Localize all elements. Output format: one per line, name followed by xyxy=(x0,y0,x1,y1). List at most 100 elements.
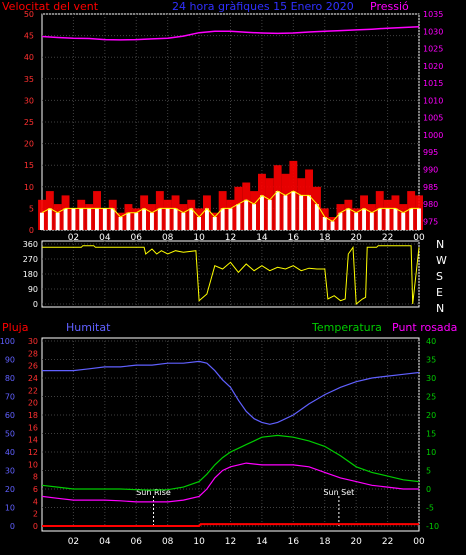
climate-panel: 02 04 06 08 10 12 14 16 18 20 22 000102030405060708… xyxy=(0,337,439,547)
wind-avg-bar xyxy=(157,208,162,230)
wind-avg-bar xyxy=(134,212,139,230)
wind-avg-bar xyxy=(71,208,76,230)
pressure-y-tick-label: 975 xyxy=(423,217,438,226)
rain-y-tick-label: 14 xyxy=(28,436,38,445)
wind-avg-bar xyxy=(291,191,296,230)
wind-y-tick-label: 45 xyxy=(24,32,34,41)
wind-avg-bar xyxy=(244,199,249,230)
sun-event-label: Sun Set xyxy=(323,488,354,497)
wind-avg-bar xyxy=(275,191,280,230)
wind-y-tick-label: 25 xyxy=(24,118,34,127)
climate-x-tick-label: 22 xyxy=(382,537,393,547)
direction-y-tick-label: 360 xyxy=(23,240,38,249)
rain-y-tick-label: 26 xyxy=(28,362,38,371)
pressure-y-tick-label: 990 xyxy=(423,166,438,175)
humidity-y-tick-label: 30 xyxy=(5,467,15,476)
direction-compass-letter: W xyxy=(436,254,447,267)
wind-avg-bar xyxy=(369,212,374,230)
humidity-y-tick-label: 80 xyxy=(5,374,15,383)
rain-y-tick-label: 6 xyxy=(33,485,38,494)
chart-title: 24 hora gràfiques 15 Enero 2020 xyxy=(172,0,354,13)
wind-avg-line xyxy=(41,190,419,223)
wind-avg-bar xyxy=(95,208,99,230)
humidity-y-tick-label: 50 xyxy=(5,430,15,439)
rain-y-tick-label: 20 xyxy=(28,399,38,408)
rain-y-tick-label: 2 xyxy=(33,510,38,519)
rain-y-tick-label: 24 xyxy=(28,374,38,383)
direction-line xyxy=(42,245,420,306)
wind-avg-bar xyxy=(267,199,272,230)
wind-y-tick-label: 50 xyxy=(24,10,34,19)
wind-avg-bar xyxy=(189,208,194,230)
direction-y-tick-label: 180 xyxy=(23,270,38,279)
wind-avg-bar xyxy=(362,208,366,230)
wind-avg-bar xyxy=(314,204,319,230)
rain-y-tick-label: 18 xyxy=(28,411,38,420)
rain-y-tick-label: 28 xyxy=(28,349,38,358)
wind-avg-bar xyxy=(377,208,382,230)
wind-avg-bar xyxy=(393,208,398,230)
wind-y-tick-label: 20 xyxy=(24,140,34,149)
wind-avg-bar xyxy=(346,208,351,230)
dewpoint-axis-label: Punt rosada xyxy=(392,321,457,334)
temperature-y-tick-label: 10 xyxy=(426,448,436,457)
wind-avg-bar xyxy=(197,217,201,230)
wind-avg-bar xyxy=(220,208,225,230)
wind-avg-bar xyxy=(181,212,186,230)
rain-y-tick-label: 10 xyxy=(28,460,38,469)
temperature-axis-label: Temperatura xyxy=(311,321,382,334)
rain-y-tick-label: 8 xyxy=(33,473,38,482)
wind-avg-bar xyxy=(307,195,311,230)
temperature-y-tick-label: 35 xyxy=(426,356,436,365)
pressure-y-tick-label: 1000 xyxy=(423,131,443,140)
direction-y-tick-label: 0 xyxy=(33,300,38,309)
wind-y-tick-label: 10 xyxy=(24,183,34,192)
rain-y-tick-label: 16 xyxy=(28,423,38,432)
wind-x-tick-label: 06 xyxy=(131,233,143,243)
wind-x-tick-label: 22 xyxy=(382,233,393,243)
rain-line xyxy=(42,523,419,527)
pressure-axis-label: Pressió xyxy=(370,0,409,13)
rain-y-tick-label: 0 xyxy=(33,522,38,531)
climate-x-tick-label: 00 xyxy=(413,537,425,547)
wind-y-tick-label: 15 xyxy=(24,161,34,170)
wind-axis-label: Velocitat del vent xyxy=(2,0,99,13)
wind-x-tick-label: 00 xyxy=(413,233,425,243)
humidity-axis-label: Humitat xyxy=(66,321,111,334)
wind-avg-bar xyxy=(126,212,131,230)
wind-avg-bar xyxy=(47,208,52,230)
wind-y-tick-label: 40 xyxy=(24,53,34,62)
wind-y-tick-label: 35 xyxy=(24,75,34,84)
wind-avg-bar xyxy=(330,221,335,230)
wind-x-tick-label: 10 xyxy=(193,233,205,243)
wind-avg-bar xyxy=(283,195,288,230)
climate-x-tick-label: 08 xyxy=(162,537,174,547)
temperature-y-tick-label: 40 xyxy=(426,337,436,346)
wind-y-tick-label: 0 xyxy=(29,226,34,235)
wind-avg-bar xyxy=(150,212,154,230)
wind-x-tick-label: 16 xyxy=(288,233,300,243)
wind-avg-bar xyxy=(409,208,414,230)
temperature-y-tick-label: 25 xyxy=(426,393,436,402)
wind-avg-bar xyxy=(205,208,209,230)
pressure-y-tick-label: 980 xyxy=(423,200,438,209)
wind-avg-bar xyxy=(79,208,84,230)
wind-avg-bar xyxy=(110,208,115,230)
temperature-y-tick-label: 15 xyxy=(426,430,436,439)
temperature-y-tick-label: 30 xyxy=(426,374,436,383)
wind-avg-bar xyxy=(55,212,60,230)
dewpoint-line xyxy=(41,462,419,503)
climate-x-tick-label: 10 xyxy=(193,537,205,547)
wind-avg-bar xyxy=(354,212,359,230)
wind-x-tick-label: 12 xyxy=(225,233,236,243)
temperature-y-tick-label: -5 xyxy=(426,504,434,513)
temperature-y-tick-label: 20 xyxy=(426,411,436,420)
temperature-y-tick-label: 0 xyxy=(426,485,431,494)
direction-compass-letter: N xyxy=(436,238,444,251)
direction-compass-letter: N xyxy=(436,302,444,315)
humidity-y-tick-label: 90 xyxy=(5,356,15,365)
climate-x-tick-label: 12 xyxy=(225,537,236,547)
wind-avg-bar xyxy=(252,204,256,230)
wind-avg-bar xyxy=(142,208,146,230)
